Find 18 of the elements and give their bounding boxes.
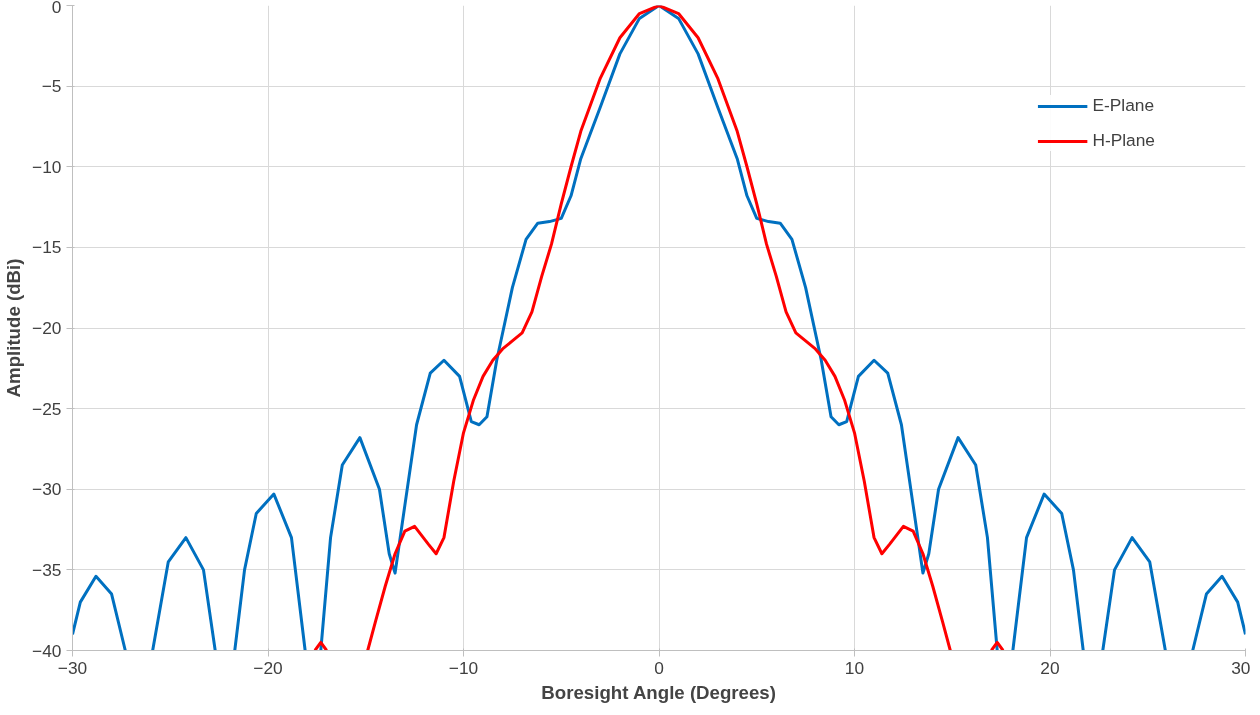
y-tick-label: −10 — [32, 156, 62, 177]
y-tick-label: 0 — [51, 0, 62, 17]
x-tick-label: 20 — [1040, 657, 1060, 678]
y-tick-label: −30 — [32, 479, 62, 500]
y-tick-label: −20 — [32, 318, 62, 338]
x-tick-label: −20 — [253, 657, 283, 678]
legend-label: E-Plane — [1092, 95, 1155, 116]
y-tick-label: −25 — [32, 398, 62, 419]
legend-label: H-Plane — [1092, 130, 1155, 151]
x-axis-title: Boresight Angle (Degrees) — [541, 681, 776, 703]
y-tick-label: −15 — [32, 237, 62, 258]
y-tick-label: −5 — [41, 76, 62, 97]
y-tick-label: −35 — [32, 559, 62, 580]
x-tick-label: −10 — [448, 657, 479, 678]
x-tick-label: 10 — [844, 657, 865, 678]
x-tick-label: 30 — [1231, 657, 1251, 678]
y-axis-title: Amplitude (dBi) — [3, 258, 25, 398]
x-tick-label: 0 — [654, 657, 664, 678]
